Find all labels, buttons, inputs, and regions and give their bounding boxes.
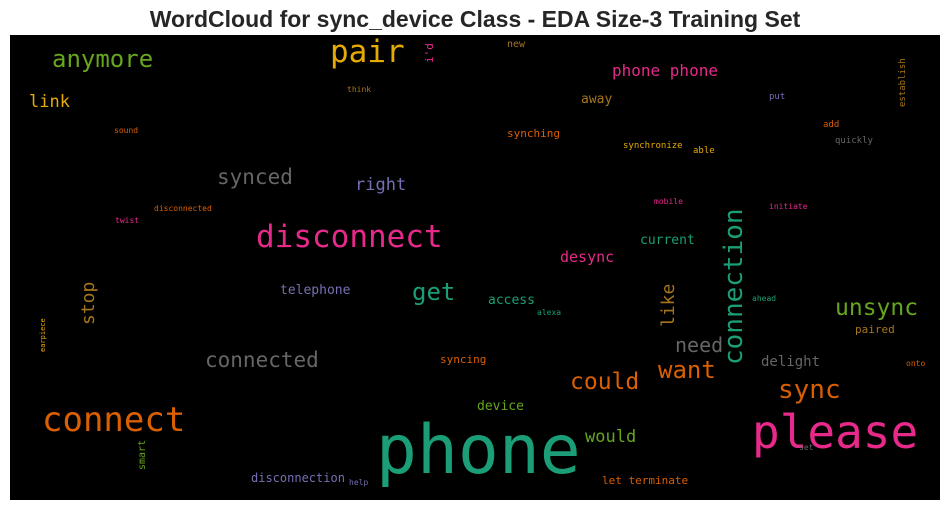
- word-connect: connect: [42, 400, 186, 440]
- word-right: right: [355, 175, 407, 195]
- word-able: able: [693, 146, 715, 156]
- word-new: new: [507, 39, 526, 50]
- word-connected: connected: [205, 348, 319, 372]
- word-want: want: [658, 356, 716, 384]
- word-sound: sound: [114, 126, 139, 135]
- word-paired: paired: [855, 323, 895, 336]
- word-let-terminate: let terminate: [602, 474, 689, 487]
- word-ahead: ahead: [752, 294, 777, 303]
- word-sync: sync: [778, 375, 841, 405]
- word-set: set: [799, 443, 814, 452]
- word-phone: phone: [376, 411, 581, 490]
- word-stop: stop: [78, 281, 99, 325]
- word-cloud-canvas: phone please disconnect connect pair con…: [10, 35, 940, 500]
- word-initiate: initiate: [769, 202, 808, 211]
- word-synced: synced: [217, 165, 293, 189]
- word-unsync: unsync: [835, 295, 919, 321]
- word-add: add: [823, 120, 840, 130]
- word-could: could: [570, 369, 640, 395]
- word-synchronize: synchronize: [623, 141, 683, 151]
- word-phone-phone: phone phone: [612, 61, 718, 80]
- word-smart: smart: [137, 439, 148, 470]
- word-current: current: [640, 233, 695, 248]
- word-synching: synching: [507, 127, 560, 140]
- word-mobile: mobile: [654, 197, 683, 206]
- word-please: please: [752, 405, 919, 459]
- word-disconnect: disconnect: [256, 219, 443, 255]
- word-connection: connection: [719, 208, 749, 365]
- word-help: help: [349, 478, 369, 487]
- word-telephone: telephone: [280, 283, 351, 298]
- word-get: get: [412, 278, 456, 306]
- word-would: would: [585, 427, 637, 447]
- word-like: like: [658, 283, 679, 327]
- word-delight: delight: [761, 354, 821, 370]
- word-anymore: anymore: [52, 45, 154, 73]
- word-device: device: [477, 399, 524, 414]
- word-id: i'd: [423, 43, 436, 63]
- word-twist: twist: [115, 216, 140, 225]
- word-access: access: [488, 293, 535, 308]
- word-think: think: [347, 85, 372, 94]
- word-desync: desync: [560, 248, 615, 266]
- word-put: put: [769, 92, 786, 102]
- word-disconnected: disconnected: [154, 204, 212, 213]
- word-syncing: syncing: [440, 353, 487, 366]
- word-away: away: [581, 92, 613, 107]
- word-disconnection: disconnection: [251, 471, 345, 485]
- word-pair: pair: [330, 35, 405, 70]
- word-link: link: [29, 92, 70, 112]
- chart-title: WordCloud for sync_device Class - EDA Si…: [149, 6, 801, 32]
- word-onto: onto: [906, 359, 926, 368]
- word-earpiece: earpiece: [39, 318, 47, 352]
- word-quickly: quickly: [835, 136, 873, 146]
- word-need: need: [675, 333, 724, 357]
- word-establish: establish: [898, 58, 908, 107]
- word-alexa: alexa: [537, 308, 562, 317]
